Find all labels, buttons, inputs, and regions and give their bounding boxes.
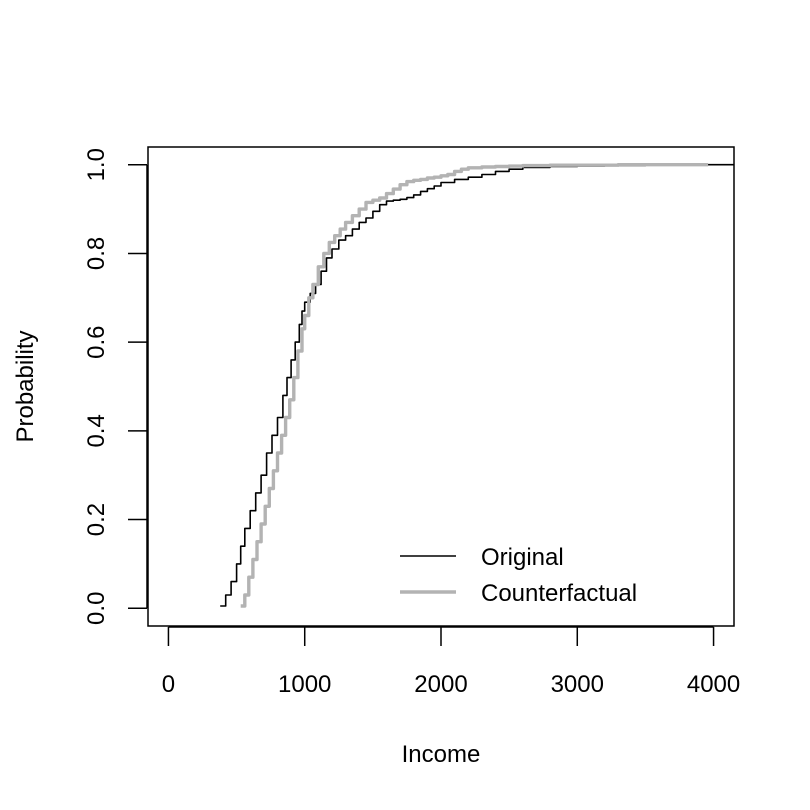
series-layer: [220, 163, 734, 608]
x-tick-label: 1000: [278, 671, 331, 698]
series-line-original: [220, 163, 734, 607]
x-axis: 0 1000 2000 3000 4000: [162, 626, 740, 698]
x-tick-label: 3000: [551, 671, 604, 698]
series-line-counterfactual: [240, 163, 709, 608]
x-tick-label: 0: [162, 671, 175, 698]
y-tick-label: 0.6: [83, 325, 110, 358]
plot-frame: [147, 146, 735, 627]
y-axis-title: Probability: [12, 330, 39, 442]
x-axis-title: Income: [402, 741, 481, 768]
legend: Original Counterfactual: [400, 544, 637, 607]
legend-label: Counterfactual: [481, 580, 637, 607]
y-tick-label: 0.8: [83, 237, 110, 270]
y-tick-label: 0.0: [83, 592, 110, 625]
x-tick-label: 2000: [414, 671, 467, 698]
y-tick-label: 1.0: [83, 148, 110, 181]
y-tick-label: 0.4: [83, 414, 110, 447]
y-axis: 0.0 0.2 0.4 0.6 0.8 1.0: [83, 148, 148, 625]
y-tick-label: 0.2: [83, 503, 110, 536]
legend-label: Original: [481, 544, 564, 571]
x-tick-label: 4000: [687, 671, 740, 698]
